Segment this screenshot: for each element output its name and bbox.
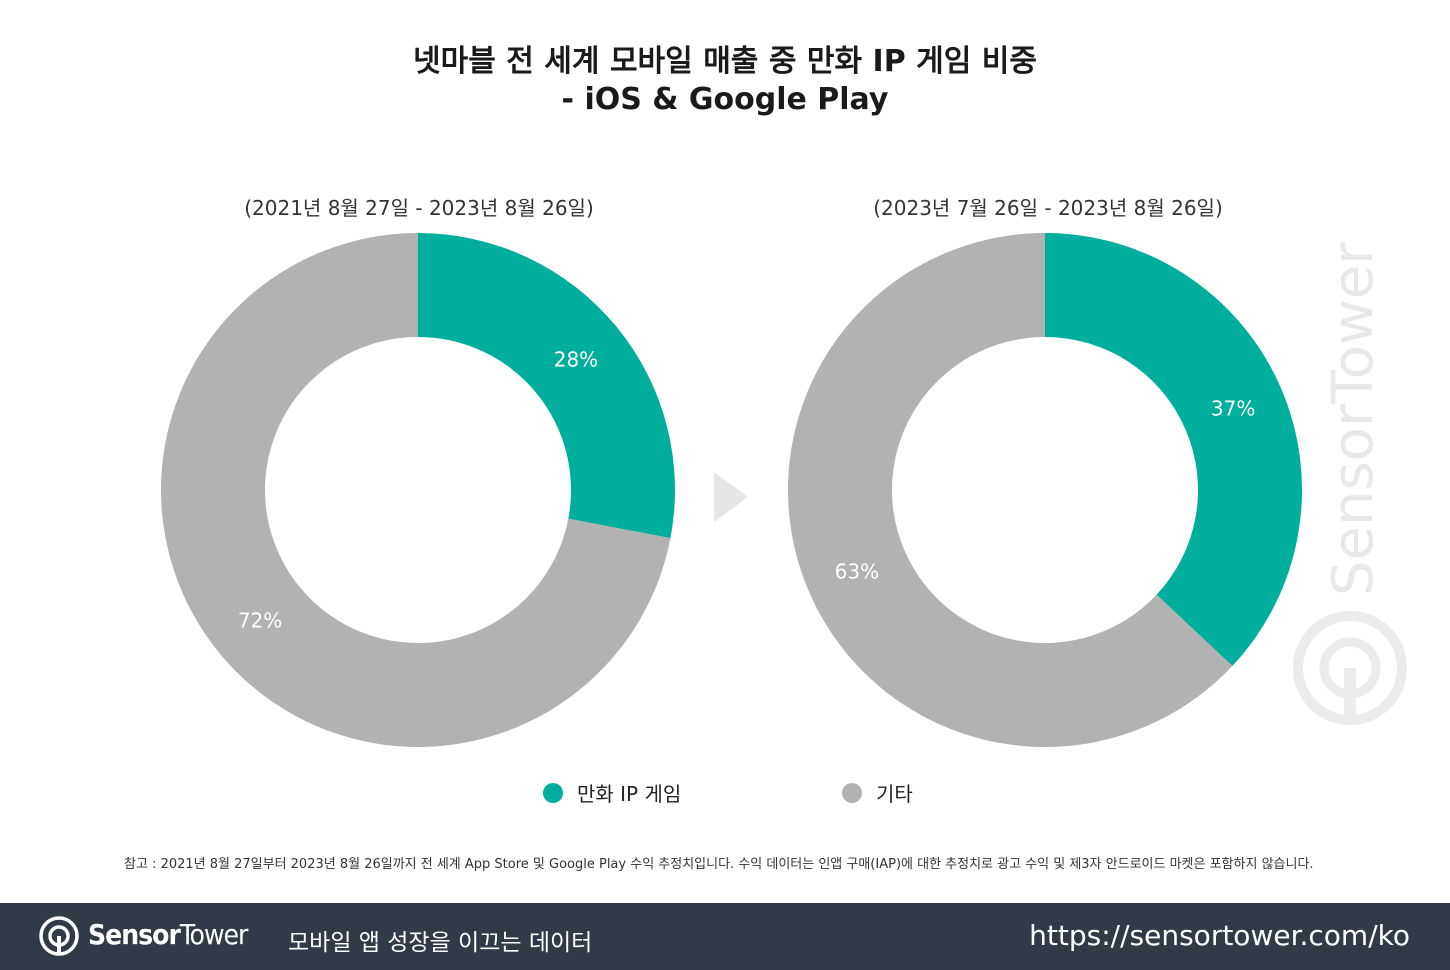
legend-item-other: 기타: [842, 778, 913, 807]
legend-item-manhwa-ip: 만화 IP 게임: [543, 778, 681, 807]
chart-subtitle: - iOS & Google Play: [561, 82, 889, 117]
slice-label-1-0: 37%: [1211, 397, 1255, 421]
donut-charts: 28% 72% 37% 63%: [161, 233, 1302, 748]
watermark-graphic: SensorTower: [1293, 241, 1407, 725]
legend-swatch: [543, 782, 563, 803]
sensortower-watermark: SensorTower: [1290, 236, 1420, 740]
sensortower-logo-icon: [39, 916, 79, 956]
arrow-right-icon: [714, 472, 748, 522]
brand-light: Tower: [179, 918, 248, 951]
footer-tagline: 모바일 앱 성장을 이끄는 데이터: [288, 930, 593, 956]
slice-label-0-1: 72%: [238, 609, 282, 633]
slice-label-1-1: 63%: [835, 559, 879, 583]
donut-slice-0-0: [418, 233, 675, 539]
legend-label: 기타: [876, 782, 913, 806]
watermark-text: SensorTower: [1321, 241, 1386, 596]
footer-url[interactable]: https://sensortower.com/ko: [1029, 919, 1410, 952]
footer-brand: SensorTower: [88, 918, 248, 951]
slice-label-0-0: 28%: [554, 347, 598, 371]
footer-bar: SensorTower 모바일 앱 성장을 이끄는 데이터 https://se…: [0, 903, 1450, 970]
period-label-right: (2023년 7월 26일 - 2023년 8월 26일): [873, 196, 1223, 220]
donut-slice-1-1: [787, 233, 1233, 748]
legend-label: 만화 IP 게임: [577, 782, 682, 806]
period-label-left: (2021년 8월 27일 - 2023년 8월 26일): [244, 196, 594, 220]
donut-slice-1-0: [1045, 233, 1302, 666]
legend-swatch: [842, 782, 862, 803]
donut-slice-0-1: [161, 233, 671, 748]
brand-bold: Sensor: [88, 918, 181, 951]
chart-title: 넷마블 전 세계 모바일 매출 중 만화 IP 게임 비중: [413, 44, 1037, 79]
footnote: 참고 : 2021년 8월 27일부터 2023년 8월 26일까지 전 세계 …: [124, 857, 1314, 872]
